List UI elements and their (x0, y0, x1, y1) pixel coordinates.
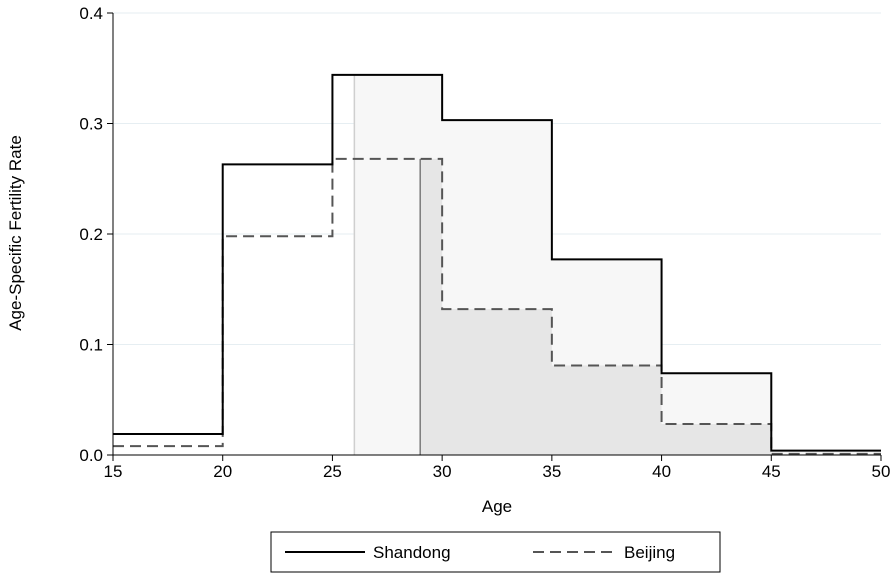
area-beijing (420, 158, 881, 456)
legend: Shandong Beijing (270, 531, 721, 573)
y-tick-label-0: 0.0 (79, 446, 103, 465)
x-tick-label-5: 40 (652, 462, 671, 481)
y-tick-label-4: 0.4 (79, 4, 103, 23)
marker-layer (353, 74, 421, 455)
y-tick-label-2: 0.2 (79, 225, 103, 244)
y-tick-label-1: 0.1 (79, 336, 103, 355)
x-tick-label-3: 30 (433, 462, 452, 481)
x-tick-label-7: 50 (872, 462, 891, 481)
x-tick-label-1: 20 (213, 462, 232, 481)
y-tick-label-3: 0.3 (79, 115, 103, 134)
y-axis-title: Age-Specific Fertility Rate (6, 135, 25, 331)
legend-label-beijing: Beijing (624, 543, 675, 562)
x-tick-label-0: 15 (104, 462, 123, 481)
legend-label-shandong: Shandong (373, 543, 451, 562)
x-tick-label-2: 25 (323, 462, 342, 481)
x-axis-title: Age (482, 497, 512, 516)
tick-layer: 0.0 0.1 0.2 0.3 0.4 15 20 25 30 35 40 45 50 (79, 4, 890, 481)
x-tick-label-6: 45 (762, 462, 781, 481)
series-line-beijing (113, 157, 881, 455)
x-tick-label-4: 35 (542, 462, 561, 481)
series-line-shandong (113, 73, 881, 452)
area-layer (354, 74, 881, 456)
line-layer (113, 73, 881, 455)
